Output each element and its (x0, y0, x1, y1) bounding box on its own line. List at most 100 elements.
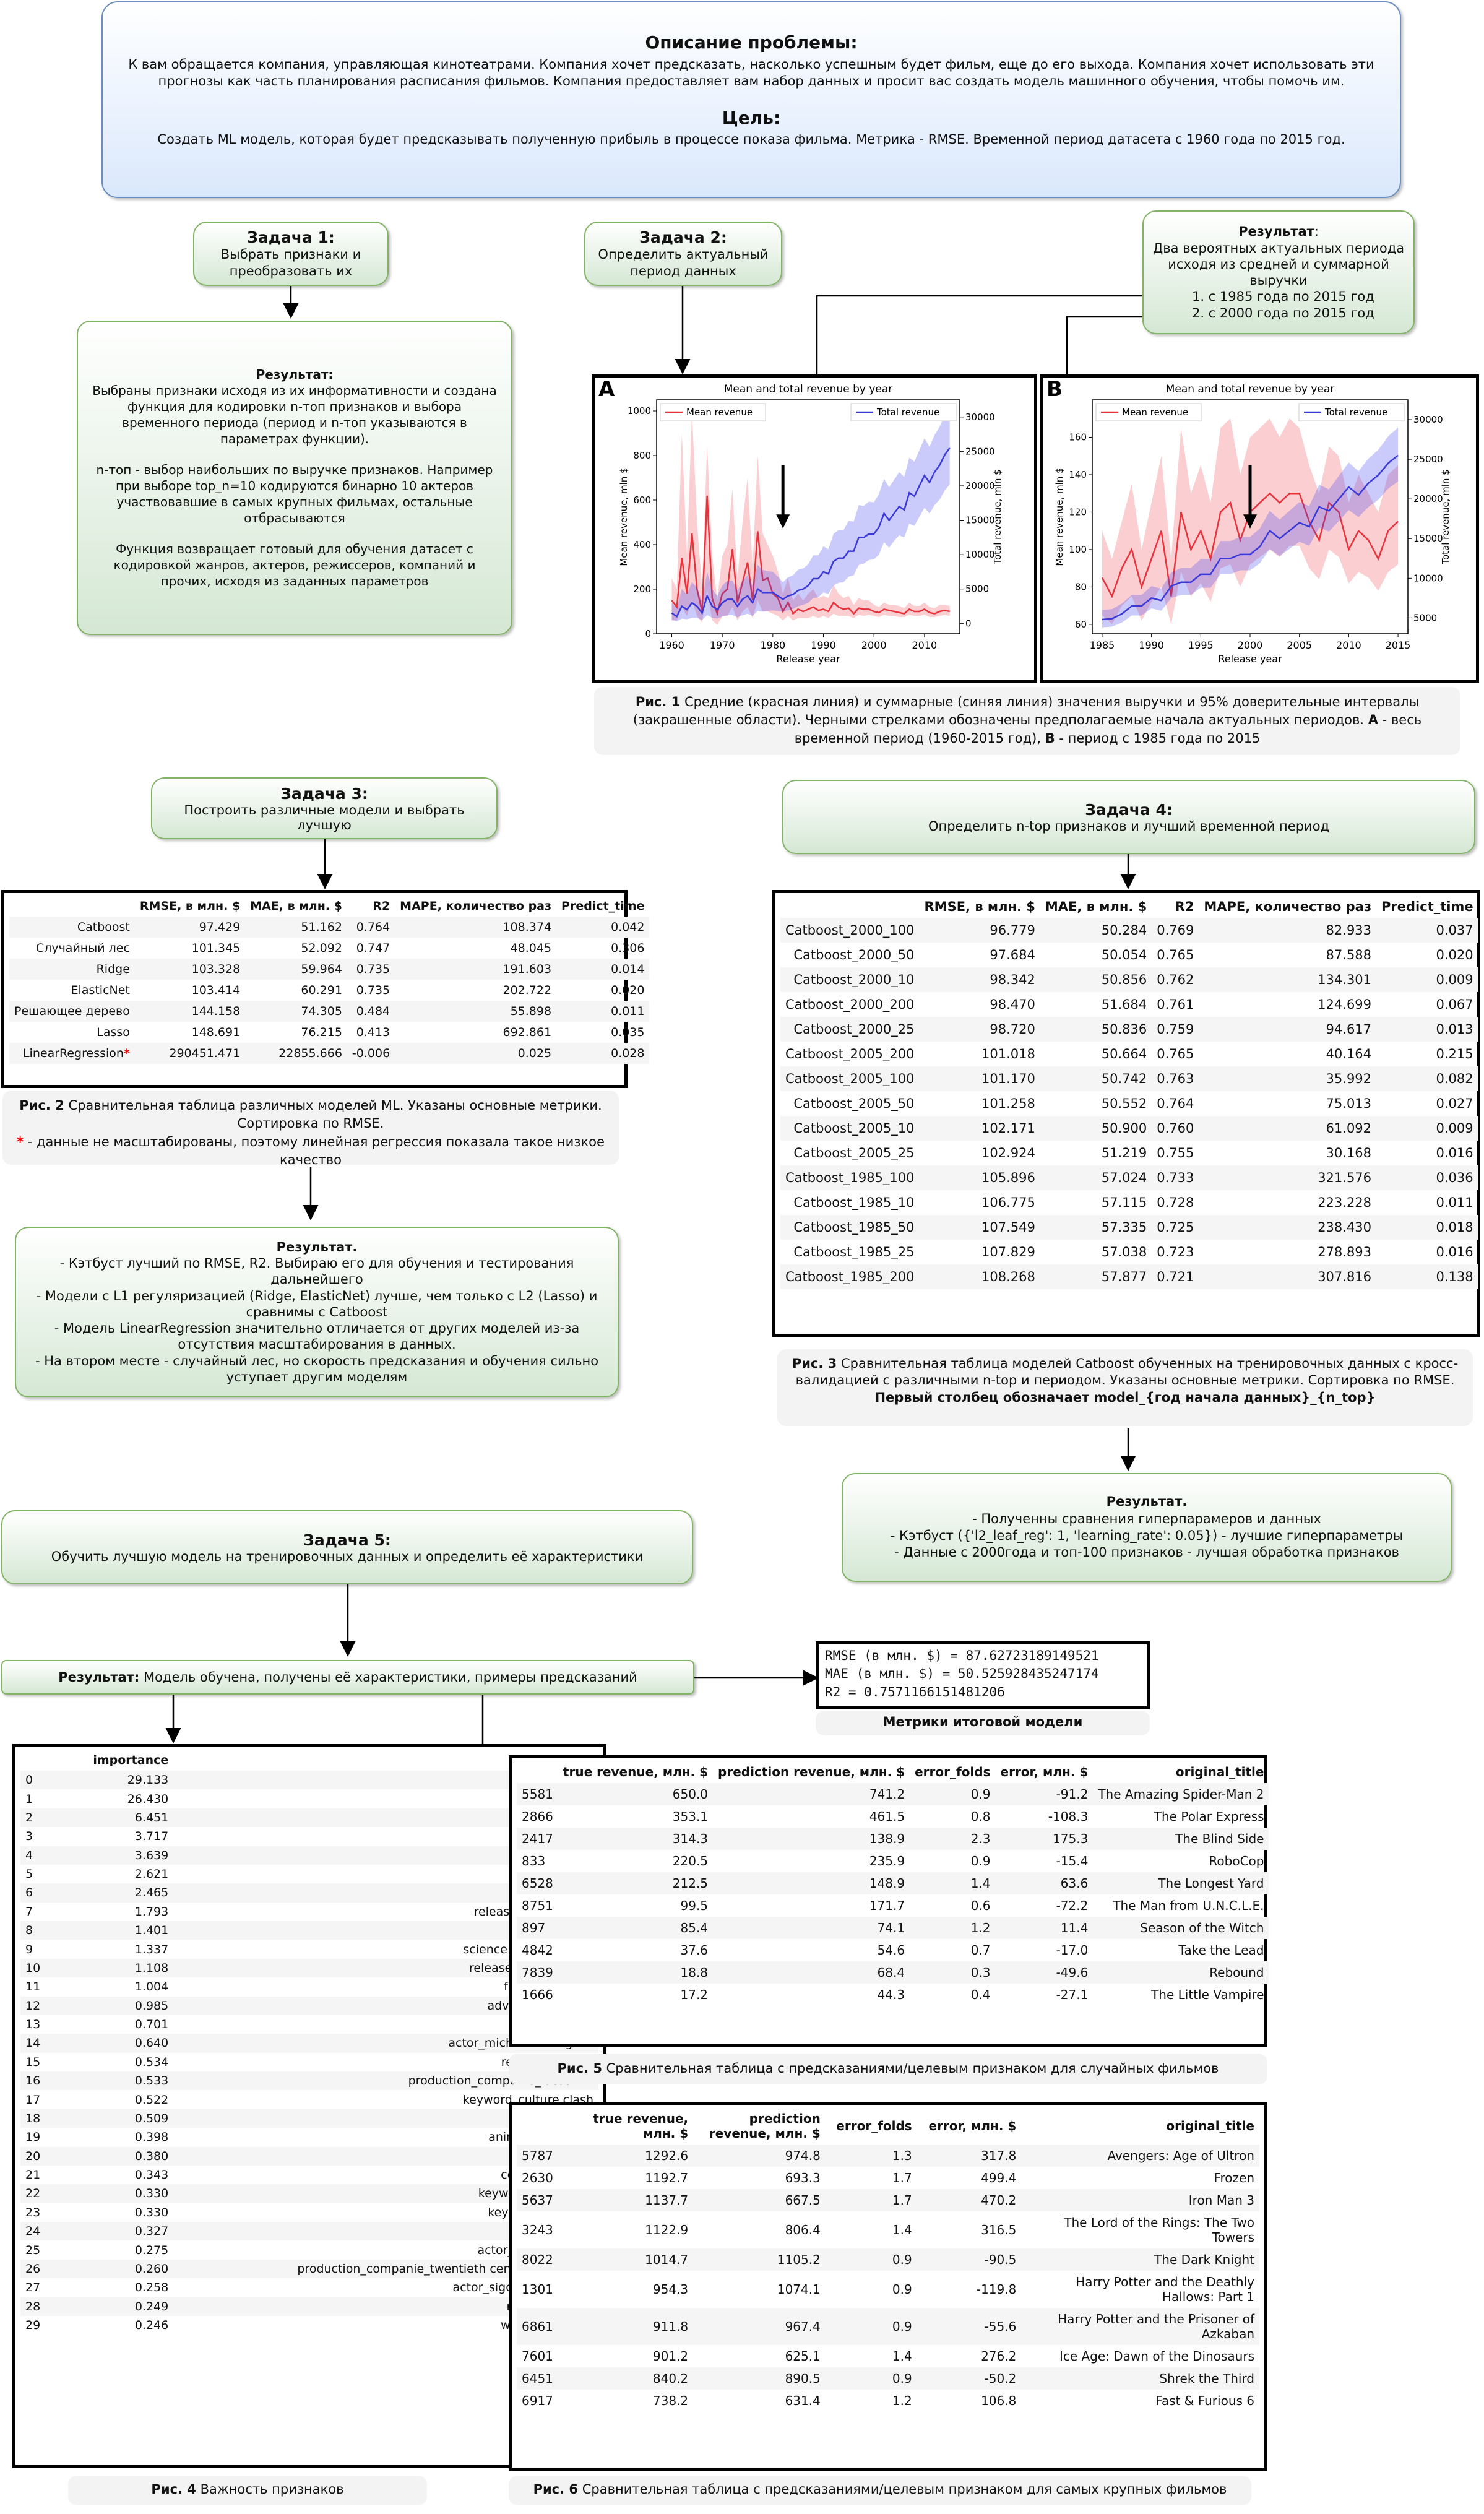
fig2-caption-text: Сравнительная таблица различных моделей … (68, 1098, 602, 1131)
table-cell: -108.3 (1048, 1809, 1089, 1824)
table-row: 16 0.533 production_companie_lucasfilm (20, 2071, 598, 2091)
fig5-caption-text: Сравнительная таблица с предсказаниями/ц… (606, 2061, 1219, 2076)
table-row: Catboost_2000_200 98.470 51.684 0.761 124.69… (780, 992, 1478, 1017)
table-header: MAE, в млн. $ (1045, 899, 1147, 914)
table-cell: -15.4 (1056, 1854, 1089, 1868)
metric-line: RMSE (в млн. $) = 87.62723189149521 (825, 1648, 1099, 1663)
table-cell: 0.747 (356, 941, 390, 955)
table-cell: 98.470 (990, 997, 1035, 1012)
table-cell: 0.035 (611, 1026, 645, 1039)
table-cell: 1105.2 (693, 2248, 826, 2271)
table-row: 7839 18.8 68.4 0.3 -49.6 Rebound (517, 1961, 1269, 1984)
table-cell: 499.4 (981, 2171, 1017, 2185)
table-cell: 29.133 (54, 1771, 174, 1790)
table-cell: Harry Potter and the Prisoner of Azkaban (1021, 2308, 1259, 2345)
table-cell: 2.465 (54, 1883, 174, 1903)
legend-label: Mean revenue (1122, 407, 1188, 418)
table-header: R2 (373, 899, 390, 913)
table-cell: 24 (20, 2222, 55, 2241)
x-axis-label: Release year (776, 653, 840, 665)
confidence-band (671, 408, 950, 621)
task4-title: Задача 4: (1085, 800, 1173, 819)
table-row: Catboost_2000_25 98.720 50.836 0.759 94.617 0… (780, 1017, 1478, 1042)
task2-result-item2: 2. с 2000 года по 2015 год (1192, 305, 1374, 321)
table-cell: 1.4 (892, 2349, 912, 2364)
table-cell: -72.2 (1056, 1898, 1089, 1913)
table-cell: 1.793 (134, 1904, 169, 1919)
catboost-table: RMSE, в млн. $ MAE, в млн. $ R2 MAPE, колич… (772, 890, 1480, 1337)
table-cell: 102.924 (981, 1146, 1035, 1160)
table-row: LinearRegression* 290451.471 22855.666 -0.0… (9, 1043, 650, 1064)
table-cell: 48.045 (510, 941, 552, 955)
table-cell: The Polar Express (1154, 1809, 1264, 1824)
table-cell: 0.534 (134, 2055, 169, 2069)
fig3-caption-bold: Первый столбец обозначает model_{год нач… (874, 1389, 1376, 1405)
table-cell: 0.011 (1436, 1195, 1473, 1210)
series-line (671, 495, 950, 617)
table-cell: 974.8 (693, 2145, 826, 2167)
legend-box (850, 403, 957, 421)
task4-result-line: - Кэтбуст ({'l2_leaf_reg': 1, 'learning_… (890, 1528, 1404, 1543)
table-row: Ridge 103.328 59.964 0.735 191.603 0.014 (9, 959, 650, 980)
table-cell: 63.6 (995, 1872, 1094, 1894)
table-cell: 202.722 (503, 983, 552, 997)
y-right-tick-label: 20000 (1413, 493, 1443, 504)
table-header: original_title (1166, 2119, 1254, 2133)
y-tick-label: 120 (1069, 506, 1087, 517)
table-cell: 0.138 (1376, 1264, 1478, 1289)
table-cell: Rebound (1093, 1961, 1269, 1984)
table-cell: 0 (20, 1771, 55, 1790)
table-cell: 2866 (522, 1809, 553, 1824)
random-movies-table: true revenue, млн. $ prediction revenue, … (509, 1755, 1269, 2047)
table-cell: 99.5 (680, 1898, 709, 1913)
table-header: error, млн. $ (928, 2119, 1017, 2133)
table-cell: 1137.7 (561, 2189, 694, 2211)
table-cell: 50.900 (1040, 1116, 1152, 1141)
table-row: Catboost_2005_10 102.171 50.900 0.760 61.092… (780, 1116, 1478, 1141)
table-cell: 7839 (517, 1961, 558, 1984)
x-tick-label: 2005 (1287, 639, 1312, 651)
table-row: Lasso 148.691 76.215 0.413 692.861 0.035 (9, 1022, 649, 1043)
x-tick-label: 1980 (760, 639, 785, 651)
table-cell: 0.9 (825, 2367, 917, 2390)
table-header (780, 896, 920, 918)
table-cell: 901.2 (652, 2349, 689, 2364)
table-row: 1666 17.2 44.3 0.4 -27.1 The Little Vampire (517, 1984, 1269, 2006)
table-cell: 16 (20, 2071, 55, 2091)
task1-box: Задача 1: Выбрать признаки и преобразова… (193, 222, 389, 286)
table-row: Случайный лес 101.345 52.092 0.747 48.045 0.3… (9, 938, 649, 959)
top-movies-table: true revenue, млн. $ prediction revenue, … (509, 2102, 1267, 2471)
table-cell: 0.769 (1152, 918, 1199, 943)
y-right-tick-label: 10000 (965, 549, 995, 560)
table-row: 2417 314.3 138.9 2.3 175.3 The Blind Side (517, 1828, 1269, 1850)
table-cell: 470.2 (917, 2189, 1022, 2211)
table-cell: 0.764 (1157, 1096, 1194, 1111)
y-tick-label: 400 (633, 539, 651, 550)
table-cell: 124.699 (1318, 997, 1372, 1012)
metrics-caption: Метрики итоговой модели (816, 1711, 1150, 1735)
table-cell: 6528 (517, 1872, 558, 1894)
table-row: 833 220.5 235.9 0.9 -15.4 RoboCop (517, 1850, 1269, 1872)
table-cell: 317.8 (917, 2145, 1022, 2167)
table-cell: 1292.6 (561, 2145, 694, 2167)
table-cell: 954.3 (652, 2282, 689, 2297)
table-header: error_folds (836, 2119, 912, 2133)
table-cell: 60.291 (301, 983, 342, 997)
table-cell: -55.6 (917, 2308, 1022, 2345)
table-cell: Lasso (97, 1026, 130, 1039)
table-cell: 0.246 (134, 2318, 169, 2333)
y-right-tick-label: 30000 (965, 412, 995, 423)
table-cell: 0.9 (910, 1783, 996, 1805)
table-cell: Harry Potter and the Deathly Hallows: Pa… (1076, 2274, 1254, 2304)
table-cell: 15 (25, 2055, 41, 2069)
table-cell: 911.8 (561, 2308, 694, 2345)
y-right-tick-label: 5000 (1413, 612, 1437, 623)
table-cell: 8751 (522, 1898, 553, 1913)
table-cell: -49.6 (995, 1961, 1094, 1984)
table-cell: Решающее дерево (9, 1001, 135, 1022)
table-cell: 37.6 (680, 1943, 709, 1958)
x-tick-label: 2000 (861, 639, 887, 651)
problem-description-box: Описание проблемы: К вам обращается комп… (101, 1, 1401, 198)
y-right-axis-label: Total revenue, mln $ (1440, 469, 1451, 564)
y-right-tick-label: 15000 (1413, 533, 1443, 544)
